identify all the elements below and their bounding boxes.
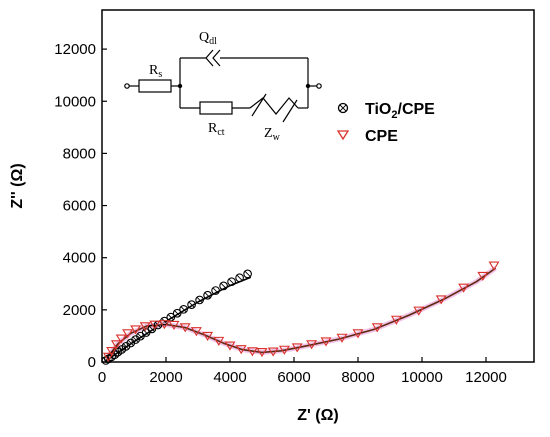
x-axis-title: Z' (Ω) [297, 407, 339, 424]
point-tio2-cpe [219, 281, 228, 291]
point-cpe [190, 327, 202, 337]
plot-frame [101, 9, 535, 363]
point-cpe [336, 333, 348, 343]
y-tick-label: 0 [88, 354, 96, 371]
label-rs-main: R [149, 63, 159, 78]
point-tio2-cpe [227, 277, 236, 287]
point-cpe [149, 320, 161, 330]
legend-label-cpe: CPE [365, 128, 398, 145]
label-qdl-sub: dl [209, 36, 217, 47]
point-cpe [371, 323, 383, 333]
label-qdl: Qdl [199, 30, 217, 47]
label-zw: Zw [264, 126, 281, 143]
point-cpe [352, 329, 364, 339]
label-rct-main: R [208, 121, 218, 136]
label-zw-sub: w [273, 132, 281, 143]
warburg-zw [249, 93, 299, 123]
x-tick-label: 0 [98, 369, 106, 386]
circuit-left-terminal [124, 83, 130, 89]
label-qdl-main: Q [199, 30, 209, 45]
label-rs-sub: s [158, 69, 162, 80]
label-rct: Rct [208, 121, 225, 138]
point-cpe [179, 323, 191, 333]
point-cpe [488, 261, 500, 271]
point-cpe [110, 340, 122, 350]
point-cpe [224, 341, 236, 351]
fit-line-2 [106, 267, 497, 359]
y-tick-label: 10000 [54, 93, 96, 110]
legend: TiO2/CPE CPE [336, 101, 435, 145]
point-cpe [306, 340, 318, 350]
x-tick-label: 12000 [465, 369, 507, 386]
y-tick-label: 8000 [63, 145, 96, 162]
point-tio2-cpe [211, 286, 220, 295]
point-cpe [168, 320, 180, 331]
point-cpe [213, 336, 225, 346]
label-rs: Rs [149, 63, 162, 80]
point-cpe [122, 329, 134, 339]
x-tick-label: 2000 [149, 369, 182, 386]
label-rct-sub: ct [217, 127, 224, 138]
point-cpe [202, 331, 214, 341]
legend-tio2-rest: /CPE [398, 101, 436, 118]
point-tio2-cpe [195, 295, 204, 305]
point-cpe [477, 271, 489, 282]
legend-marker-tio2-cpe [337, 102, 349, 114]
x-tick-label: 10000 [401, 369, 443, 386]
point-cpe [139, 322, 151, 332]
point-cpe [130, 325, 142, 335]
legend-label-tio2-cpe: TiO2/CPE [365, 101, 435, 121]
y-tick-label: 12000 [54, 41, 96, 58]
point-cpe [413, 306, 425, 316]
point-cpe [435, 295, 447, 305]
point-tio2-cpe [187, 300, 196, 309]
point-cpe [320, 337, 332, 347]
axis-ticks: 0 2000 4000 6000 8000 10000 12000 0 2000 4000 6000… [54, 41, 507, 386]
circuit-right-terminal [316, 83, 322, 89]
point-cpe [246, 347, 258, 357]
x-tick-label: 8000 [341, 369, 374, 386]
point-cpe [267, 347, 279, 357]
point-cpe [102, 352, 114, 362]
equivalent-circuit [124, 49, 322, 123]
point-cpe [256, 348, 268, 358]
point-cpe [278, 345, 290, 355]
point-cpe [115, 334, 127, 344]
point-cpe [291, 343, 303, 353]
legend-tio2-main: TiO [365, 101, 391, 118]
x-tick-label: 4000 [213, 369, 246, 386]
point-cpe [458, 283, 470, 293]
point-tio2-cpe [243, 269, 252, 279]
cpe-qdl [205, 49, 221, 67]
resistor-rct [199, 101, 233, 115]
point-cpe [106, 346, 118, 357]
y-tick-label: 6000 [63, 198, 96, 215]
fit-lines [104, 266, 498, 362]
point-cpe [158, 320, 170, 330]
point-tio2-cpe [147, 324, 157, 334]
point-tio2-cpe [235, 273, 244, 283]
point-cpe [235, 345, 247, 355]
legend-tio2-sub: 2 [391, 109, 397, 121]
y-tick-label: 2000 [63, 302, 96, 319]
x-tick-label: 6000 [277, 369, 310, 386]
y-axis-title: Z'' (Ω) [9, 163, 26, 208]
data-markers [101, 261, 500, 365]
label-zw-main: Z [264, 126, 273, 141]
point-tio2-cpe [172, 308, 182, 318]
resistor-rs [138, 79, 172, 93]
point-tio2-cpe [203, 290, 212, 300]
legend-marker-cpe [336, 130, 350, 141]
point-tio2-cpe [179, 304, 188, 314]
point-cpe [390, 315, 402, 325]
y-tick-label: 4000 [63, 250, 96, 267]
